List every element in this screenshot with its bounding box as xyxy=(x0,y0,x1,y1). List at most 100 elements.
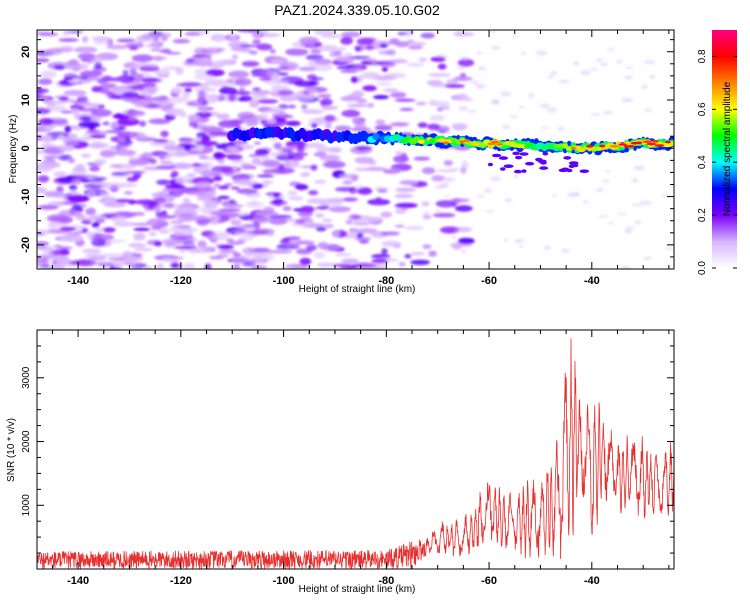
heatmap-noise-cell xyxy=(263,206,275,214)
heatmap-noise-cell xyxy=(347,220,368,224)
heatmap-noise-cell xyxy=(52,255,70,262)
heatmap-noise-cell xyxy=(252,87,261,92)
heatmap-noise-cell xyxy=(268,215,292,219)
heatmap-noise-cell xyxy=(162,32,171,38)
heatmap-signal-cell xyxy=(525,161,535,166)
heatmap-noise-cell xyxy=(397,31,408,36)
snr-plot-area xyxy=(37,338,674,569)
heatmap-noise-cell xyxy=(299,172,307,178)
heatmap-noise-cell xyxy=(278,150,289,155)
heatmap-noise-cell xyxy=(539,103,550,109)
heatmap-noise-cell xyxy=(89,165,101,172)
heatmap-noise-cell xyxy=(88,190,95,198)
heatmap-noise-cell xyxy=(217,185,230,190)
heatmap-noise-cell xyxy=(107,257,126,261)
heatmap-noise-cell xyxy=(438,185,448,188)
heatmap-signal-cell xyxy=(463,139,470,143)
heatmap-noise-cell xyxy=(242,247,256,255)
heatmap-noise-cell xyxy=(315,213,325,218)
heatmap-noise-cell xyxy=(274,79,289,84)
heatmap-noise-cell xyxy=(58,38,79,42)
heatmap-noise-cell xyxy=(184,59,198,67)
heatmap-noise-cell xyxy=(234,78,252,86)
heatmap-noise-cell xyxy=(357,98,368,104)
heatmap-signal-cell xyxy=(491,140,500,144)
heatmap-noise-cell xyxy=(298,66,317,72)
heatmap-noise-cell xyxy=(407,45,424,50)
heatmap-noise-cell xyxy=(191,163,201,168)
heatmap-noise-cell xyxy=(86,59,94,65)
heatmap-noise-cell xyxy=(428,250,437,257)
heatmap-noise-cell xyxy=(113,149,137,156)
heatmap-noise-cell xyxy=(179,187,192,193)
heatmap-noise-cell xyxy=(604,170,612,173)
heatmap-noise-cell xyxy=(266,233,274,237)
heatmap-noise-cell xyxy=(130,135,149,139)
heatmap-noise-cell xyxy=(356,232,364,239)
heatmap-noise-cell xyxy=(437,54,443,58)
heatmap-noise-cell xyxy=(92,181,109,185)
heatmap-noise-cell xyxy=(187,114,200,122)
heatmap-noise-cell xyxy=(169,220,184,225)
heatmap-noise-cell xyxy=(182,91,191,99)
heatmap-noise-cell xyxy=(631,178,639,184)
heatmap-noise-cell xyxy=(102,121,110,126)
heatmap-signal-cell xyxy=(646,142,657,146)
heatmap-noise-cell xyxy=(122,110,129,116)
heatmap-noise-cell xyxy=(231,229,249,234)
heatmap-noise-cell xyxy=(334,50,342,56)
heatmap-noise-cell xyxy=(588,68,599,71)
colorbar-label: Normalized spectral amplitude xyxy=(722,81,733,216)
heatmap-noise-cell xyxy=(45,100,56,108)
heatmap-signal-cell xyxy=(563,156,572,160)
heatmap-noise-cell xyxy=(232,252,242,257)
heatmap-noise-cell xyxy=(70,137,94,141)
heatmap-noise-cell xyxy=(491,30,496,34)
heatmap-noise-cell xyxy=(621,98,633,103)
snr-series-line xyxy=(37,338,674,569)
heatmap-noise-cell xyxy=(535,51,548,56)
heatmap-noise-cell xyxy=(380,231,401,236)
heatmap-noise-cell xyxy=(310,164,318,171)
heatmap-noise-cell xyxy=(59,45,75,53)
heatmap-noise-cell xyxy=(459,56,470,61)
colorbar-tick-label: 0.2 xyxy=(697,208,708,222)
heatmap-noise-cell xyxy=(301,104,308,110)
heatmap-noise-cell xyxy=(390,122,410,127)
heatmap-noise-cell xyxy=(437,63,447,70)
heatmap-noise-cell xyxy=(213,183,221,187)
heatmap-noise-cell xyxy=(250,216,270,223)
heatmap-noise-cell xyxy=(236,224,256,230)
heatmap-noise-cell xyxy=(216,113,231,120)
heatmap-noise-cell xyxy=(465,110,478,113)
heatmap-signal-cell xyxy=(635,141,643,145)
snr-y-ticks: 1000 2000 3000 xyxy=(21,329,674,570)
heatmap-signal-cell xyxy=(579,169,590,173)
heatmap-noise-cell xyxy=(643,60,656,64)
heatmap-noise-cell xyxy=(77,53,96,60)
heatmap-signal-cell xyxy=(557,143,565,148)
heatmap-noise-cell xyxy=(127,110,146,117)
heatmap-noise-cell xyxy=(161,257,181,263)
heatmap-noise-cell xyxy=(452,235,457,239)
heatmap-noise-cell xyxy=(551,194,557,197)
heatmap-noise-cell xyxy=(40,70,57,78)
heatmap-noise-cell xyxy=(37,167,51,173)
heatmap-noise-cell xyxy=(194,111,213,118)
heatmap-noise-cell xyxy=(184,88,193,93)
heatmap-signal-cell xyxy=(586,145,594,148)
colorbar: 0.0 0.2 0.4 0.6 0.8 Normalized spectral ampl… xyxy=(697,30,737,275)
heatmap-noise-cell xyxy=(428,99,438,106)
heatmap-noise-cell xyxy=(229,199,236,205)
heatmap-noise-cell xyxy=(314,179,327,184)
heatmap-noise-cell xyxy=(393,155,409,163)
heatmap-noise-cell xyxy=(251,95,269,100)
heatmap-noise-cell xyxy=(257,91,270,96)
heatmap-noise-cell xyxy=(155,211,163,217)
heatmap-noise-cell xyxy=(57,154,72,161)
heatmap-noise-cell xyxy=(93,41,112,45)
heatmap-noise-cell xyxy=(328,206,351,213)
heatmap-noise-cell xyxy=(37,32,59,37)
heatmap-noise-cell xyxy=(643,256,652,260)
heatmap-noise-cell xyxy=(322,218,333,223)
